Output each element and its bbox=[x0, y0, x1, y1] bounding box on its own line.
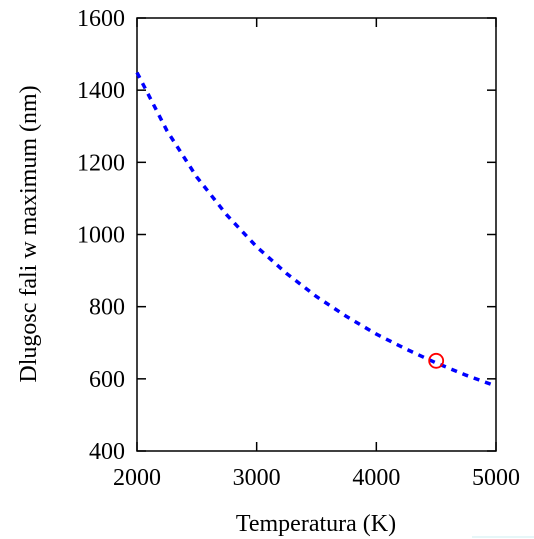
y-tick-label: 800 bbox=[89, 295, 125, 321]
y-tick-label: 400 bbox=[89, 439, 125, 465]
x-tick-label: 5000 bbox=[472, 465, 520, 491]
tick-labels: 2000 3000 4000 5000 400 600 800 1000 1200 1400 160… bbox=[77, 6, 520, 491]
corner-mark bbox=[472, 536, 534, 538]
y-axis-title: Dlugosc fali w maximum (nm) bbox=[16, 85, 42, 382]
x-tick-label: 2000 bbox=[113, 465, 161, 491]
y-tick-label: 1400 bbox=[77, 78, 125, 104]
x-tick-label: 3000 bbox=[233, 465, 281, 491]
x-axis-title: Temperatura (K) bbox=[236, 511, 396, 537]
y-tick-label: 1200 bbox=[77, 150, 125, 176]
y-tick-label: 600 bbox=[89, 367, 125, 393]
y-tick-label: 1000 bbox=[77, 223, 125, 249]
highlight-marker bbox=[428, 352, 445, 369]
x-tick-label: 4000 bbox=[352, 465, 400, 491]
series-line bbox=[135, 71, 497, 388]
axis-ticks bbox=[136, 17, 497, 452]
plot-area bbox=[136, 17, 497, 452]
y-tick-label: 1600 bbox=[77, 6, 125, 32]
